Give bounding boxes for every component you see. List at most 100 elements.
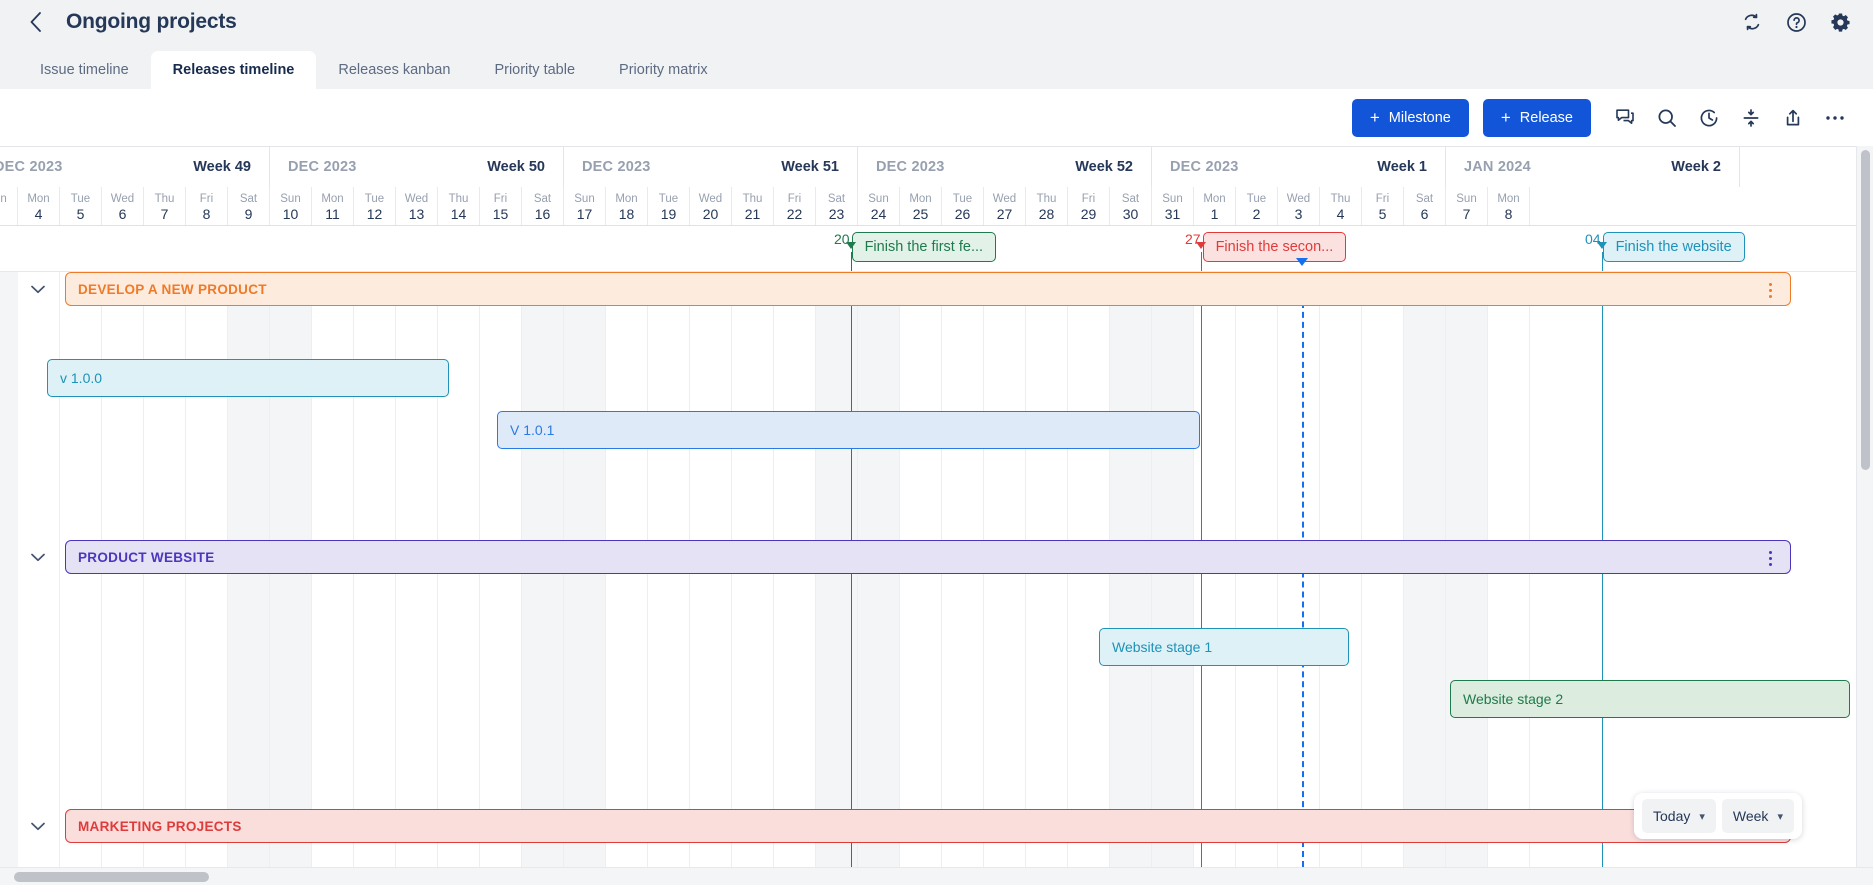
chevron-down-icon[interactable] [30,549,46,565]
group-row: DEVELOP A NEW PRODUCT [0,272,1873,306]
group-header-bar[interactable]: PRODUCT WEBSITE [65,540,1791,574]
milestone-label[interactable]: Finish the first fe... [851,232,997,262]
chevron-down-icon[interactable] [30,281,46,297]
week-header-label: Week 49 [193,159,251,175]
day-header-number: 20 [702,205,719,222]
day-header-cell: Mon 1 [1194,187,1236,225]
day-header-cell: Tue 2 [1236,187,1278,225]
milestone-marker[interactable]: 27 Finish the secon... [1185,232,1347,262]
tab-issue-timeline[interactable]: Issue timeline [40,62,129,78]
search-icon[interactable] [1651,102,1683,134]
day-header-dow: Sat [1415,192,1434,205]
add-milestone-button[interactable]: + Milestone [1351,98,1469,137]
week-header-cell: DEC 2023 Week 49 [0,147,270,187]
add-release-button[interactable]: + Release [1482,98,1591,137]
day-header-number: 11 [325,205,340,222]
milestone-label[interactable]: Finish the secon... [1202,232,1347,262]
milestone-line-segment [1602,252,1603,271]
tab-releases-timeline[interactable]: Releases timeline [150,51,317,89]
range-select[interactable]: Week ▾ [1721,799,1794,833]
history-icon[interactable] [1693,102,1725,134]
day-header-cell: Thu 7 [144,187,186,225]
share-icon[interactable] [1777,102,1809,134]
group-header-bar[interactable]: DEVELOP A NEW PRODUCT [65,272,1791,306]
day-header-cell: Fri 29 [1068,187,1110,225]
day-header-dow: Tue [364,192,385,205]
day-header-number: 27 [996,205,1013,222]
day-header-number: 7 [1462,205,1471,222]
day-header-number: 28 [1038,205,1055,222]
group-row: MARKETING PROJECTS [0,809,1873,843]
horizontal-scrollbar-thumb[interactable] [14,872,209,882]
day-header-cell: Wed 13 [396,187,438,225]
day-header-cell: Sat 30 [1110,187,1152,225]
day-header-dow: Sat [239,192,258,205]
day-header-cell: Tue 5 [60,187,102,225]
group-header-label: PRODUCT WEBSITE [78,549,215,565]
range-label: Week [1732,808,1769,824]
day-header-dow: Sun [280,192,301,205]
horizontal-scrollbar-track[interactable] [0,867,1873,885]
help-icon[interactable] [1785,11,1807,33]
group-menu-icon[interactable] [1762,280,1778,300]
day-header-dow: Fri [787,192,802,205]
milestone-line-segment [851,252,852,271]
group-header-bar[interactable]: MARKETING PROJECTS [65,809,1791,843]
day-header-cell: Mon 18 [606,187,648,225]
release-bar[interactable]: Website stage 2 [1450,680,1850,718]
gear-icon[interactable] [1829,11,1851,33]
day-header-cell: Sun 10 [270,187,312,225]
release-bar[interactable]: Website stage 1 [1099,628,1349,666]
timeline-body: v 1.0.0 V 1.0.1 Website stage 1 Website sta… [0,272,1873,867]
vertical-scrollbar-thumb[interactable] [1861,150,1870,470]
tab-priority-table[interactable]: Priority table [494,62,576,78]
week-header-cell: JAN 2024 Week 2 [1446,147,1740,187]
day-header-cell: Wed 20 [690,187,732,225]
more-icon[interactable] [1819,102,1851,134]
group-menu-icon[interactable] [1762,548,1778,568]
today-button[interactable]: Today ▾ [1642,799,1716,833]
day-header-cell: Sun 17 [564,187,606,225]
day-header-number: 29 [1080,205,1097,222]
day-header-number: 9 [244,205,253,222]
day-header-cell: Fri 8 [186,187,228,225]
day-header-number: 17 [576,205,593,222]
milestone-day-number: 04 [1585,231,1601,247]
day-header-dow: Mon [27,192,50,205]
week-header-month: DEC 2023 [876,159,945,175]
right-edge-divider [1856,146,1857,867]
day-header-number: 30 [1122,205,1139,222]
day-header-dow: Tue [70,192,91,205]
week-header-month: JAN 2024 [1464,159,1531,175]
day-header-cell: Sun 31 [1152,187,1194,225]
day-header-number: 5 [1378,205,1387,222]
day-header-dow: Mon [615,192,638,205]
group-header-label: MARKETING PROJECTS [78,818,242,834]
milestone-marker[interactable]: 20 Finish the first fe... [834,232,997,262]
day-header-number: 18 [618,205,635,222]
tab-releases-kanban[interactable]: Releases kanban [338,62,451,78]
release-bar[interactable]: v 1.0.0 [47,359,449,397]
day-header-number: 7 [160,205,169,222]
release-bar[interactable]: V 1.0.1 [497,411,1200,449]
day-header-number: 22 [786,205,803,222]
comment-icon[interactable] [1609,102,1641,134]
day-header-number: 19 [660,205,677,222]
milestone-marker[interactable]: 04 Finish the website [1585,232,1745,262]
day-header-number: 6 [1420,205,1429,222]
tab-priority-matrix[interactable]: Priority matrix [619,62,708,78]
add-milestone-label: Milestone [1388,109,1451,126]
back-button[interactable] [18,5,52,39]
collapse-icon[interactable] [1735,102,1767,134]
week-header-cell: DEC 2023 Week 1 [1152,147,1446,187]
today-label: Today [1653,808,1691,824]
chevron-down-icon[interactable] [30,818,46,834]
grid-column [18,272,60,867]
day-header-dow: Thu [448,192,469,205]
milestone-label[interactable]: Finish the website [1602,232,1745,262]
day-header-number: 5 [76,205,85,222]
sync-icon[interactable] [1741,11,1763,33]
day-header-dow: Sat [533,192,552,205]
plus-icon: + [1500,108,1511,127]
